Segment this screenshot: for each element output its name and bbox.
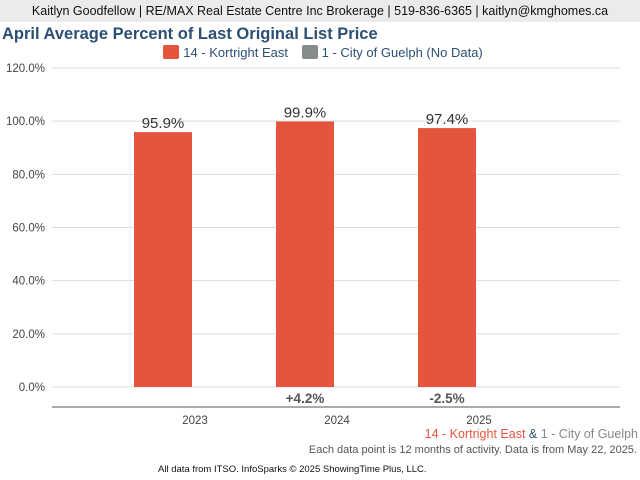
x-tick-label: 2025 — [466, 415, 492, 427]
y-tick-label: 120.0% — [6, 63, 45, 75]
legend-label-guelph[interactable]: 1 - City of Guelph (No Data) — [321, 45, 483, 60]
bar-2024 — [276, 121, 334, 388]
y-tick-label: 20.0% — [12, 329, 45, 341]
y-tick-label: 100.0% — [6, 116, 45, 128]
bar-value-label: 99.9% — [284, 104, 327, 121]
change-label: -2.5% — [429, 391, 464, 406]
legend-swatch-kortright — [163, 45, 180, 59]
y-tick-label: 40.0% — [12, 276, 45, 288]
x-tick-label: 2023 — [182, 415, 208, 427]
legend: 14 - Kortright East 1 - City of Guelph (… — [0, 45, 640, 60]
footer-amp: & — [528, 427, 538, 441]
footer-area1: 14 - Kortright East — [424, 427, 526, 441]
bar-2023 — [134, 132, 192, 387]
bar-2025 — [418, 128, 476, 387]
y-tick-label: 0.0% — [19, 382, 45, 394]
change-label: +4.2% — [286, 391, 325, 406]
footer-area2: 1 - City of Guelph — [540, 427, 638, 441]
agent-header: Kaitlyn Goodfellow | RE/MAX Real Estate … — [0, 0, 640, 22]
footer-note: Each data point is 12 months of activity… — [308, 444, 637, 456]
bar-value-label: 97.4% — [426, 111, 469, 128]
footer-areas: 14 - Kortright East & 1 - City of Guelph — [425, 427, 638, 441]
legend-swatch-guelph — [301, 45, 318, 59]
footer-source: All data from ITSO. InfoSparks © 2025 Sh… — [158, 464, 427, 475]
y-tick-label: 60.0% — [12, 223, 45, 235]
x-tick-label: 2024 — [324, 415, 350, 427]
legend-label-kortright[interactable]: 14 - Kortright East — [183, 45, 289, 60]
y-tick-label: 80.0% — [12, 169, 45, 181]
chart-title: April Average Percent of Last Original L… — [2, 25, 378, 43]
bar-value-label: 95.9% — [142, 115, 185, 132]
